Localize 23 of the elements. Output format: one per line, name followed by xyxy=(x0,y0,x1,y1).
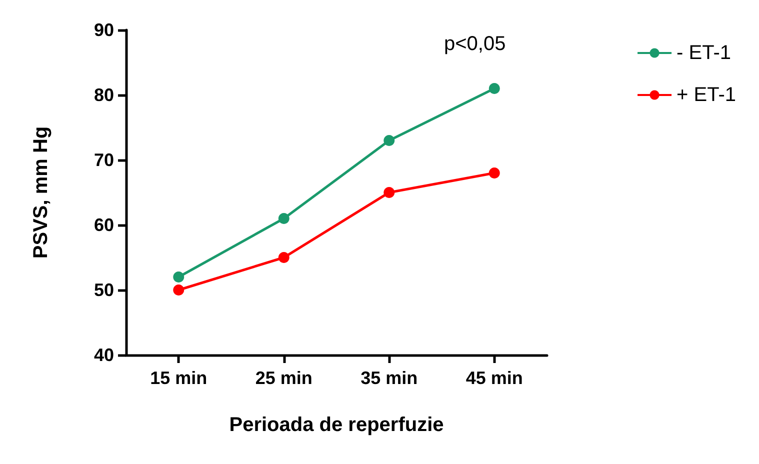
annotation: p<0,05 xyxy=(444,33,506,55)
point xyxy=(488,83,500,94)
point xyxy=(488,168,500,178)
legend-label: + ET-1 xyxy=(676,84,736,106)
legend-label: - ET-1 xyxy=(676,42,731,64)
x-tick-label: 15 min xyxy=(150,368,208,388)
point xyxy=(173,284,184,296)
y-tick-label: 40 xyxy=(94,345,114,365)
x-tick-label: 35 min xyxy=(360,368,418,388)
x-tick-label: 45 min xyxy=(466,368,523,388)
point xyxy=(173,272,184,282)
point xyxy=(278,213,290,224)
x-axis-title: Perioada de reperfuzie xyxy=(229,414,444,436)
point xyxy=(278,252,290,263)
point xyxy=(384,187,395,198)
y-tick-label: 90 xyxy=(94,20,114,40)
point xyxy=(384,135,395,146)
y-tick-label: 70 xyxy=(94,150,114,170)
y-tick-label: 60 xyxy=(94,215,114,235)
x-tick-label: 25 min xyxy=(255,368,312,388)
y-axis-title: PSVS, mm Hg xyxy=(30,126,52,259)
y-tick-label: 80 xyxy=(94,85,114,105)
y-tick-label: 50 xyxy=(94,280,114,300)
